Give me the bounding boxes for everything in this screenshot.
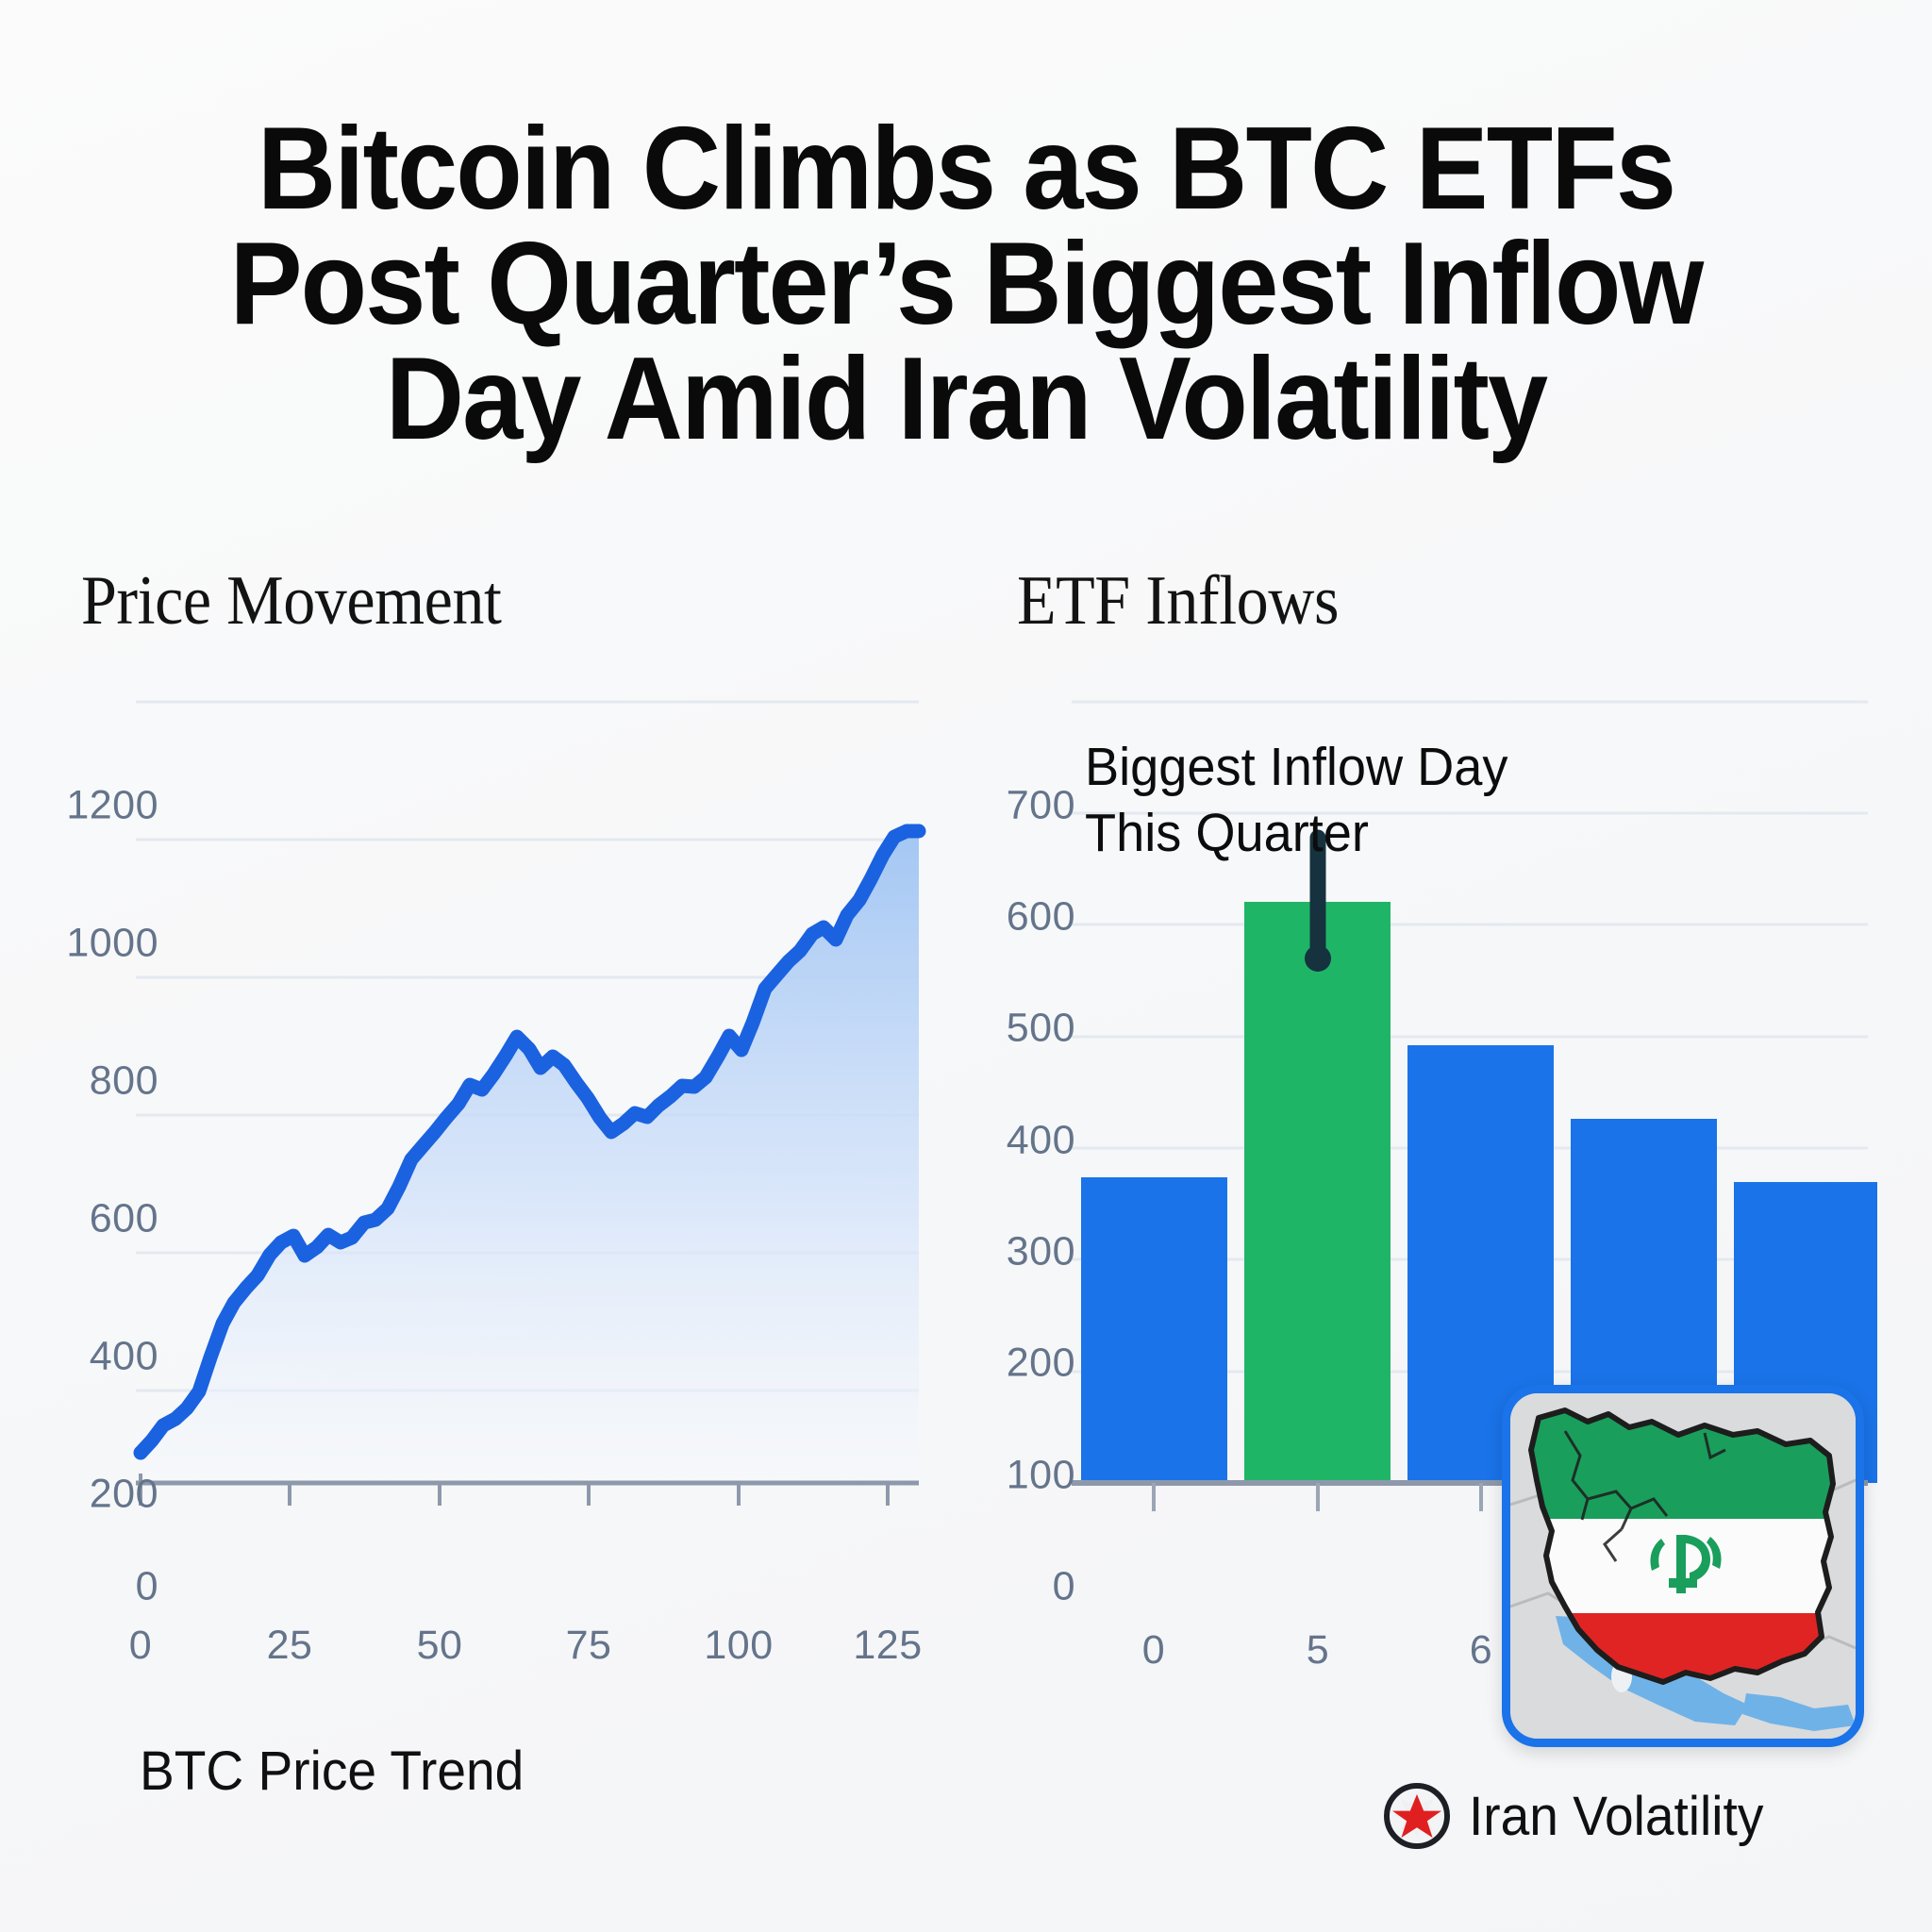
left-ytick-1200: 1200 <box>66 782 158 828</box>
red-star-circle-icon <box>1384 1783 1450 1849</box>
line-chart-svg <box>133 700 926 1506</box>
price-movement-chart: 1200 1000 800 600 400 200 0 0 25 50 75 1… <box>55 670 941 1698</box>
right-xtick-0: 0 <box>1141 1627 1166 1673</box>
left-ytick-400: 400 <box>89 1333 158 1379</box>
left-ytick-200: 200 <box>89 1471 158 1517</box>
left-ytick-800: 800 <box>89 1058 158 1104</box>
left-xtick-25: 25 <box>266 1623 313 1668</box>
iran-volatility-badge: Iran Volatility <box>1382 1781 1779 1851</box>
left-xtick-0: 0 <box>128 1623 153 1668</box>
iran-map-svg <box>1510 1393 1856 1739</box>
bar-1 <box>1081 1177 1227 1483</box>
left-ytick-1000: 1000 <box>66 920 158 966</box>
right-ytick-200: 200 <box>1006 1340 1075 1386</box>
right-xtick-6: 6 <box>1469 1627 1493 1673</box>
price-movement-title: Price Movement <box>81 562 502 640</box>
left-ytick-0: 0 <box>135 1563 158 1609</box>
right-ytick-100: 100 <box>1006 1452 1075 1498</box>
x-tick-marks <box>1152 1483 1483 1511</box>
etf-inflows-title: ETF Inflows <box>1017 562 1340 640</box>
right-ytick-500: 500 <box>1006 1005 1075 1051</box>
right-xtick-5: 5 <box>1306 1627 1330 1673</box>
right-ytick-700: 700 <box>1006 782 1075 828</box>
right-ytick-400: 400 <box>1006 1117 1075 1163</box>
headline-line-1: Bitcoin Climbs as BTC ETFs <box>257 104 1676 234</box>
iran-emblem-icon <box>1650 1535 1722 1593</box>
left-xtick-125: 125 <box>853 1623 923 1668</box>
left-ytick-600: 600 <box>89 1195 158 1241</box>
annotation-line-2: This Quarter <box>1085 803 1369 863</box>
right-ytick-600: 600 <box>1006 893 1075 940</box>
bar-2 <box>1244 902 1391 1483</box>
biggest-inflow-annotation: Biggest Inflow Day This Quarter <box>1085 734 1507 866</box>
iran-volatility-label: Iran Volatility <box>1469 1785 1764 1847</box>
right-ytick-300: 300 <box>1006 1228 1075 1274</box>
page-title: Bitcoin Climbs as BTC ETFs Post Quarter’… <box>68 104 1865 464</box>
left-xtick-100: 100 <box>704 1623 774 1668</box>
iran-flag-map-icon <box>1502 1385 1864 1747</box>
bar-chart-svg <box>1072 700 1877 1511</box>
iran-outline <box>1528 1407 1836 1685</box>
annotation-line-1: Biggest Inflow Day <box>1085 737 1508 797</box>
province-lines <box>1563 1430 1726 1562</box>
headline-line-3: Day Amid Iran Volatility <box>385 334 1548 464</box>
headline-line-2: Post Quarter’s Biggest Inflow <box>229 219 1705 349</box>
right-ytick-0: 0 <box>1052 1563 1075 1609</box>
area-fill <box>141 831 919 1483</box>
highlight-marker <box>1305 829 1331 972</box>
etf-inflows-chart: 700 600 500 400 300 200 100 0 0 5 6 <box>991 670 1877 1698</box>
price-line <box>133 824 926 1460</box>
left-xtick-50: 50 <box>416 1623 463 1668</box>
left-xtick-75: 75 <box>565 1623 612 1668</box>
btc-price-trend-label: BTC Price Trend <box>140 1740 525 1802</box>
x-tick-marks <box>139 1474 890 1506</box>
